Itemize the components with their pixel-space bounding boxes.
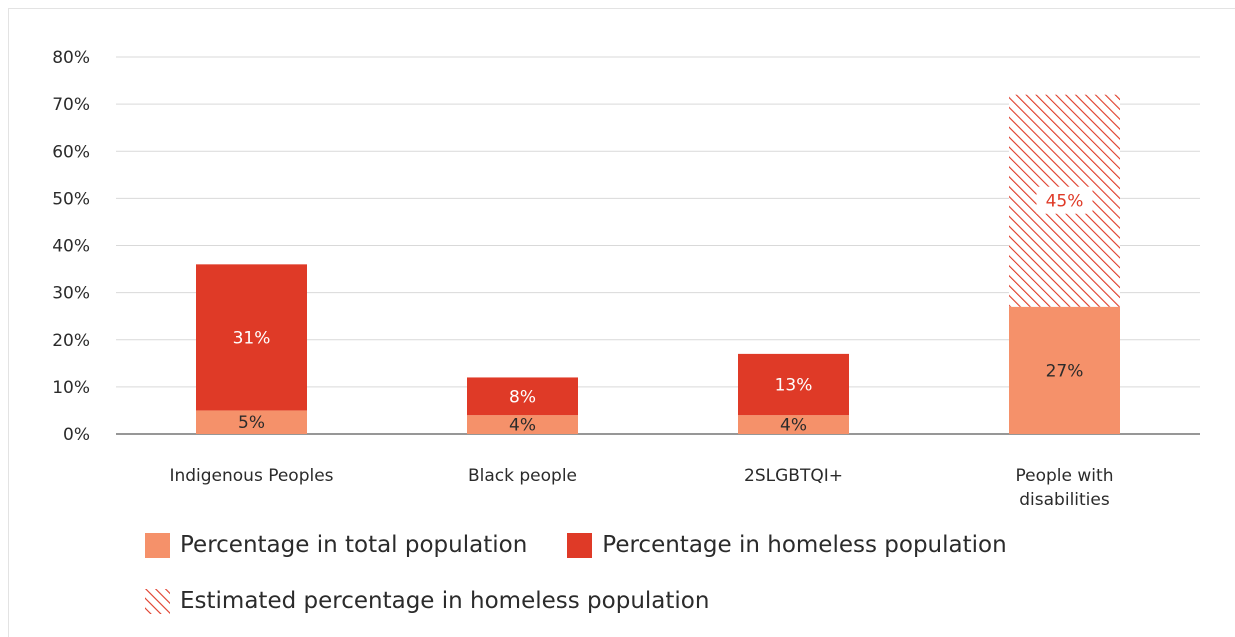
data-label: 31% (233, 328, 271, 348)
data-label: 5% (238, 413, 265, 433)
x-tick-label: Indigenous Peoples (169, 466, 333, 486)
bar-total (196, 410, 307, 434)
bar-homeless (467, 377, 578, 416)
bar-homeless (738, 353, 849, 416)
data-label: 8% (509, 387, 536, 407)
y-tick-label: 30% (52, 284, 90, 304)
data-label: 27% (1046, 361, 1084, 381)
y-tick-label: 0% (63, 425, 90, 445)
y-tick-label: 10% (52, 378, 90, 398)
legend-item-homeless: Percentage in homeless population (567, 532, 1007, 558)
legend-swatch-homeless (567, 532, 593, 558)
y-tick-label: 60% (52, 142, 90, 162)
legend-item-total: Percentage in total population (145, 532, 527, 558)
legend-item-estimated: Estimated percentage in homeless populat… (145, 588, 709, 614)
data-label: 4% (780, 416, 807, 436)
bar-chart: 0% 10% 20% 30% 40% 50% 60% 70% 80% 5% 31% 4% 8% 4% 13… (52, 48, 1200, 510)
data-label: 45% (1046, 192, 1084, 212)
data-label: 13% (775, 376, 813, 396)
bar-total (738, 415, 849, 434)
legend-row-2: Estimated percentage in homeless populat… (145, 588, 749, 614)
y-tick-label: 80% (52, 48, 90, 68)
data-label: 4% (509, 416, 536, 436)
x-tick-label: Black people (468, 466, 577, 486)
legend-swatch-estimated (145, 588, 170, 614)
legend-swatch-total (145, 532, 170, 558)
y-tick-label: 20% (52, 331, 90, 351)
x-tick-label: People with disabilities (1016, 466, 1114, 510)
legend-row-1: Percentage in total population Percentag… (145, 532, 1047, 558)
legend-label-homeless: Percentage in homeless population (602, 532, 1007, 558)
legend-label-estimated: Estimated percentage in homeless populat… (180, 588, 710, 614)
y-tick-label: 70% (52, 95, 90, 115)
y-tick-label: 50% (52, 189, 90, 209)
chart-frame (8, 8, 1235, 637)
bar-total (1009, 306, 1120, 434)
y-tick-label: 40% (52, 237, 90, 257)
data-label-bg (1036, 186, 1093, 214)
bar-homeless (196, 264, 307, 411)
legend-label-total: Percentage in total population (180, 532, 528, 558)
x-tick-label: 2SLGBTQI+ (744, 466, 843, 486)
bar-total (467, 415, 578, 434)
